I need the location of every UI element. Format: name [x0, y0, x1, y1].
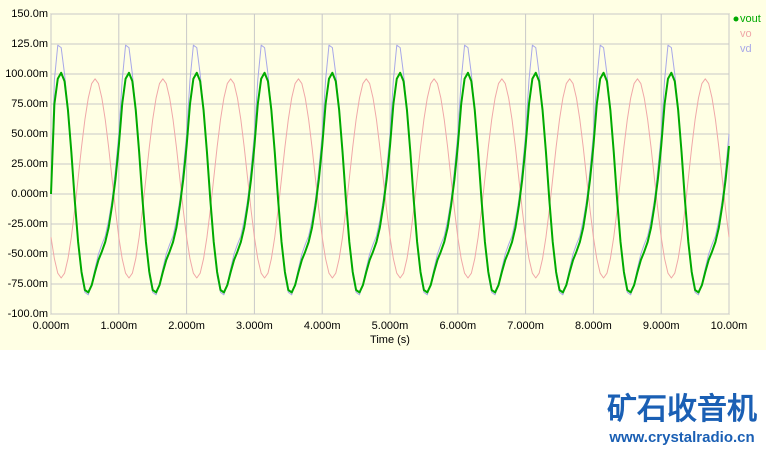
x-tick-label: 2.000m [168, 320, 205, 332]
y-tick-label: 0.000m [11, 188, 48, 200]
x-tick-label: 6.000m [439, 320, 476, 332]
y-tick-label: 125.0m [11, 38, 48, 50]
legend-label: vout [740, 13, 761, 25]
y-tick-label: 150.0m [11, 8, 48, 20]
series-line [50, 71, 730, 294]
y-tick-label: -75.00m [8, 278, 48, 290]
watermark-title: 矿石收音机 [607, 392, 757, 426]
legend-label: vo [740, 28, 752, 40]
x-tick-label: 1.000m [100, 320, 137, 332]
x-tick-label: 0.000m [33, 320, 70, 332]
legend-label: vd [740, 43, 752, 55]
y-tick-label: -25.00m [8, 218, 48, 230]
y-tick-label: -50.00m [8, 248, 48, 260]
x-axis-label: Time (s) [370, 334, 410, 346]
x-tick-label: 7.000m [507, 320, 544, 332]
x-tick-label: 9.000m [643, 320, 680, 332]
x-tick-label: 4.000m [304, 320, 341, 332]
y-tick-label: 25.00m [11, 158, 48, 170]
x-tick-label: 8.000m [575, 320, 612, 332]
x-tick-label: 3.000m [236, 320, 273, 332]
legend-marker [733, 16, 739, 22]
y-tick-label: 75.00m [11, 98, 48, 110]
y-tick-label: 100.00m [5, 68, 48, 80]
watermark-url: www.crystalradio.cn [608, 429, 754, 446]
x-tick-label: 5.000m [372, 320, 409, 332]
series-line [50, 78, 730, 279]
y-tick-label: 50.00m [11, 128, 48, 140]
y-tick-label: -100.0m [8, 308, 48, 320]
x-tick-label: 10.00m [711, 320, 748, 332]
